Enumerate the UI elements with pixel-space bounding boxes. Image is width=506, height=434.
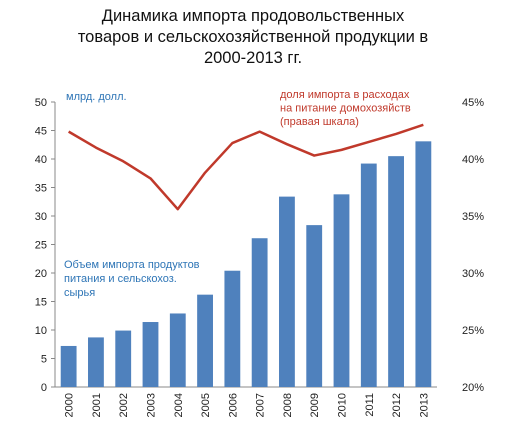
left-tick-label: 40 [35, 154, 47, 166]
left-tick-label: 15 [35, 297, 47, 309]
bar [388, 156, 404, 387]
bar-series-label: Объем импорта продуктов [64, 259, 200, 271]
line-path [68, 123, 424, 211]
right-tick-label: 40% [462, 154, 484, 166]
x-tick-label: 2003 [146, 393, 158, 417]
left-tick-label: 50 [35, 97, 47, 109]
x-tick-label: 2001 [91, 393, 103, 417]
bar [169, 313, 186, 387]
bar [360, 163, 377, 387]
left-tick-label: 0 [41, 382, 47, 394]
x-tick-label: 2011 [364, 393, 376, 417]
x-tick-label: 2008 [282, 393, 294, 417]
left-tick-label: 25 [35, 240, 47, 252]
bar [333, 194, 350, 387]
bar [142, 322, 159, 387]
line-series-label: доля импорта в расходах [280, 89, 410, 101]
x-tick-label: 2005 [200, 393, 212, 417]
bar-series [60, 141, 432, 387]
line-series-label: на питание домохозяйств [280, 103, 411, 115]
right-tick-label: 20% [462, 382, 484, 394]
right-tick-label: 25% [462, 325, 484, 337]
right-tick-label: 45% [462, 97, 484, 109]
bar [306, 225, 323, 387]
x-tick-label: 2000 [64, 393, 76, 417]
left-tick-label: 5 [41, 354, 47, 366]
right-tick-label: 35% [462, 211, 484, 223]
chart-title-line-2: товаров и сельскохозяйственной продукции… [77, 28, 429, 46]
bar [115, 330, 132, 387]
bar [279, 196, 295, 387]
left-tick-label: 35 [35, 183, 47, 195]
x-tick-label: 2004 [173, 393, 185, 417]
x-tick-label: 2002 [118, 393, 130, 417]
bar [197, 294, 213, 387]
line-series-label: (правая шкала) [280, 116, 359, 128]
left-tick-label: 45 [35, 126, 47, 138]
x-tick-label: 2006 [227, 393, 239, 417]
bar-series-label: питания и сельскохоз. [64, 273, 177, 285]
x-tick-label: 2012 [391, 393, 403, 417]
bar [224, 270, 241, 387]
right-tick-label: 30% [462, 268, 484, 280]
x-tick-label: 2010 [337, 393, 349, 417]
left-tick-label: 30 [35, 211, 47, 223]
bar [60, 345, 77, 387]
left-tick-label: 10 [35, 325, 47, 337]
chart-axes: 0 5 10 15 20 25 30 35 40 45 50 20% 25% 30% 35% 40% 45% 20… [35, 97, 484, 417]
chart-title-line-3: 2000-2013 гг. [203, 49, 303, 67]
x-tick-label: 2009 [309, 393, 321, 417]
bar [415, 141, 432, 387]
chart-annotations: млрд. долл. доля импорта в расходах на пит… [64, 89, 411, 299]
chart-title-line-1: Динамика импорта продовольственных [101, 7, 405, 25]
bar [251, 238, 268, 387]
left-tick-label: 20 [35, 268, 47, 280]
x-tick-label: 2013 [418, 393, 430, 417]
y-axis-unit-label: млрд. долл. [66, 91, 127, 103]
bar [88, 337, 104, 387]
chart-title: Динамика импорта продовольственных товар… [0, 6, 506, 69]
bar-series-label: сырья [64, 287, 95, 299]
line-series [68, 123, 424, 211]
x-tick-label: 2007 [255, 393, 267, 417]
